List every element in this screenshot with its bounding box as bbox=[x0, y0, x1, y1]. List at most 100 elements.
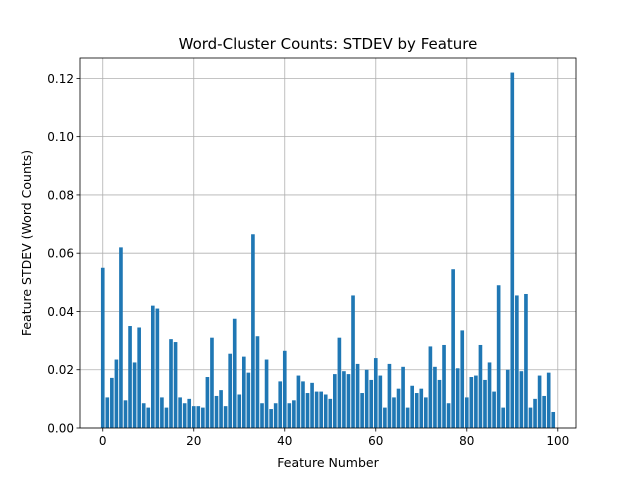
bar bbox=[510, 72, 515, 429]
bar bbox=[546, 372, 551, 428]
bar bbox=[314, 391, 319, 428]
bar bbox=[210, 337, 214, 428]
bar bbox=[305, 393, 310, 428]
x-tick-label: 0 bbox=[99, 434, 107, 448]
bar bbox=[387, 363, 392, 428]
bar bbox=[451, 269, 455, 428]
bar bbox=[241, 356, 246, 428]
bar bbox=[542, 395, 546, 428]
bar bbox=[219, 390, 223, 428]
bar bbox=[528, 407, 533, 428]
plot-frame bbox=[79, 57, 577, 429]
bar bbox=[164, 407, 169, 428]
bar bbox=[455, 368, 460, 428]
bar bbox=[396, 388, 401, 428]
x-tick-label: 60 bbox=[368, 434, 383, 448]
ticks-layer: 0.00 0.02 0.04 0.06 0.08 0.10 0.12 0 20 40 60 80 100 bbox=[47, 72, 569, 448]
bar bbox=[428, 346, 433, 428]
bar bbox=[478, 344, 483, 428]
bar bbox=[246, 372, 251, 428]
bar bbox=[146, 407, 151, 428]
y-tick-label: 0.08 bbox=[47, 188, 74, 202]
bar bbox=[114, 359, 119, 428]
bar bbox=[342, 371, 346, 428]
bar bbox=[501, 407, 506, 428]
bar bbox=[201, 407, 205, 428]
bar bbox=[150, 305, 155, 428]
bar bbox=[323, 394, 328, 428]
bar bbox=[100, 267, 105, 428]
y-tick-label: 0.04 bbox=[47, 305, 74, 319]
bar bbox=[187, 398, 192, 428]
bar bbox=[364, 369, 369, 428]
bar bbox=[328, 398, 333, 428]
bar bbox=[355, 363, 360, 428]
bar bbox=[282, 350, 287, 428]
bar bbox=[505, 369, 510, 428]
bar bbox=[319, 391, 323, 428]
bar bbox=[232, 318, 237, 428]
bar bbox=[424, 397, 428, 428]
bar bbox=[160, 397, 164, 428]
y-tick-label: 0.02 bbox=[47, 363, 74, 377]
chart-title: Word-Cluster Counts: STDEV by Feature bbox=[179, 35, 478, 53]
bar bbox=[410, 385, 415, 428]
bar bbox=[405, 407, 410, 428]
bar bbox=[119, 247, 123, 428]
bar bbox=[524, 293, 528, 428]
bar bbox=[296, 375, 301, 428]
bar bbox=[287, 403, 292, 428]
x-tick-label: 80 bbox=[459, 434, 474, 448]
bar bbox=[483, 379, 487, 428]
bar bbox=[419, 388, 424, 428]
x-tick-label: 100 bbox=[546, 434, 569, 448]
bar bbox=[337, 337, 342, 428]
bar bbox=[301, 381, 305, 428]
bar bbox=[132, 362, 137, 428]
bar bbox=[378, 375, 383, 428]
bar bbox=[123, 400, 128, 428]
bar bbox=[487, 362, 492, 428]
bar bbox=[392, 397, 396, 428]
bar bbox=[401, 366, 405, 428]
x-tick-label: 20 bbox=[186, 434, 201, 448]
bar bbox=[292, 400, 296, 428]
bar bbox=[351, 295, 355, 428]
bar bbox=[333, 374, 337, 428]
bar bbox=[383, 407, 387, 428]
bar bbox=[137, 327, 141, 428]
bar bbox=[414, 393, 419, 428]
bar bbox=[196, 406, 201, 428]
bar bbox=[515, 295, 519, 428]
bar bbox=[169, 339, 173, 428]
bar bbox=[110, 377, 114, 428]
y-tick-label: 0.00 bbox=[47, 422, 74, 436]
x-axis-label: Feature Number bbox=[277, 455, 379, 470]
bar bbox=[178, 397, 182, 428]
y-tick-label: 0.10 bbox=[47, 130, 74, 144]
bar bbox=[437, 379, 442, 428]
bar bbox=[519, 371, 524, 428]
bar bbox=[360, 393, 364, 428]
bar bbox=[191, 406, 196, 428]
bar bbox=[492, 391, 496, 428]
bar bbox=[346, 374, 351, 428]
bar bbox=[173, 342, 178, 428]
bar bbox=[251, 234, 255, 428]
y-tick-label: 0.06 bbox=[47, 247, 74, 261]
bars-layer bbox=[100, 72, 556, 429]
bar bbox=[237, 394, 242, 428]
bar bbox=[214, 395, 219, 428]
bar bbox=[442, 344, 446, 428]
bar bbox=[446, 403, 451, 428]
bar bbox=[433, 366, 437, 428]
bar bbox=[278, 381, 283, 428]
bar bbox=[205, 377, 210, 428]
bar bbox=[105, 397, 110, 428]
bar bbox=[255, 336, 260, 428]
bar bbox=[537, 375, 542, 428]
bar bbox=[460, 330, 465, 428]
bar bbox=[469, 377, 474, 428]
bar bbox=[228, 353, 232, 428]
